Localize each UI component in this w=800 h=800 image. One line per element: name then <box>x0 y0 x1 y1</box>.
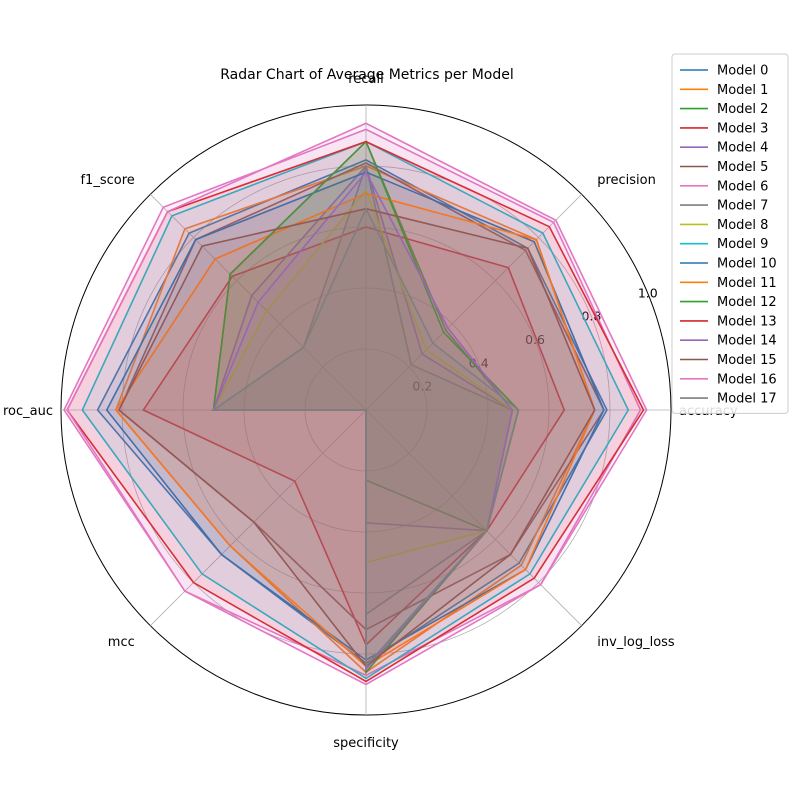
legend-label: Model 9 <box>717 237 768 252</box>
radial-tick-label: 0.6 <box>525 332 545 347</box>
series-area <box>213 190 513 563</box>
axis-labels: accuracyprecisionrecallf1_scoreroc_aucmc… <box>3 72 738 751</box>
series-line <box>142 226 566 647</box>
legend-label: Model 2 <box>717 102 768 117</box>
series-area <box>67 123 647 685</box>
legend-label: Model 13 <box>717 314 777 329</box>
legend-label: Model 17 <box>717 392 777 407</box>
radial-tick-label: 1.0 <box>638 285 658 300</box>
legend-label: Model 7 <box>717 199 768 214</box>
legend-item: Model 11 <box>680 276 777 291</box>
series-line <box>114 192 596 668</box>
radial-tick-label: 0.4 <box>469 355 489 370</box>
legend-item: Model 3 <box>680 121 768 136</box>
legend-label: Model 6 <box>717 179 768 194</box>
legend-item: Model 4 <box>680 141 768 156</box>
legend-item: Model 13 <box>680 314 777 329</box>
legend-item: Model 12 <box>680 295 777 310</box>
series-line <box>66 122 648 686</box>
legend-frame <box>671 53 789 414</box>
legend-item: Model 9 <box>680 237 768 252</box>
axis-label-precision: precision <box>597 173 656 188</box>
axis-label-mcc: mcc <box>108 635 135 650</box>
legend-label: Model 3 <box>717 121 768 136</box>
legend-item: Model 15 <box>680 353 777 368</box>
legend-label: Model 1 <box>717 83 768 98</box>
spoke-line <box>365 409 582 626</box>
legend-label: Model 4 <box>717 141 768 156</box>
legend-item: Model 2 <box>680 102 768 117</box>
legend-item: Model 14 <box>680 334 777 349</box>
legend-label: Model 14 <box>717 334 777 349</box>
legend-label: Model 16 <box>717 372 777 387</box>
series-area <box>115 193 595 667</box>
axis-label-recall: recall <box>348 72 383 87</box>
legend-label: Model 0 <box>717 64 768 79</box>
spoke-line <box>150 409 367 626</box>
series-line <box>96 159 608 665</box>
legend-item: Model 0 <box>680 64 768 79</box>
series-model-15 <box>117 207 596 668</box>
series-area <box>213 141 519 673</box>
legend-label: Model 11 <box>717 276 777 291</box>
legend-item: Model 1 <box>680 83 768 98</box>
series-model-3 <box>142 226 566 647</box>
legend-label: Model 10 <box>717 257 777 272</box>
series-area <box>213 172 513 670</box>
series-area <box>213 166 513 615</box>
series-area <box>143 227 565 645</box>
series-area <box>118 208 595 667</box>
axis-label-f1-score: f1_score <box>80 173 134 188</box>
axis-label-specificity: specificity <box>333 736 399 751</box>
series-area <box>213 141 513 531</box>
legend: Model 0 Model 1 Model 2 Model 3 Model 4 Model… <box>671 53 789 414</box>
legend-item: Model 6 <box>680 179 768 194</box>
series-layer <box>63 122 648 686</box>
series-area <box>67 141 644 682</box>
series-line <box>63 128 642 677</box>
legend-label: Model 8 <box>717 218 768 233</box>
legend-item: Model 7 <box>680 199 768 214</box>
radial-tick-label: 0.2 <box>412 379 432 394</box>
legend-item: Model 17 <box>680 392 777 407</box>
chart-title: Radar Chart of Average Metrics per Model <box>220 67 514 83</box>
legend-label: Model 5 <box>717 160 768 175</box>
series-area <box>213 166 513 531</box>
legend-item: Model 16 <box>680 372 777 387</box>
series-line <box>210 206 520 669</box>
series-line <box>105 171 605 662</box>
legend-item: Model 10 <box>680 257 777 272</box>
series-line <box>117 207 596 668</box>
legend-label: Model 12 <box>717 295 777 310</box>
axis-label-inv-log-loss: inv_log_loss <box>597 635 675 650</box>
series-model-16 <box>66 122 648 686</box>
legend-item: Model 8 <box>680 218 768 233</box>
series-model-17 <box>210 206 520 669</box>
series-area <box>118 162 604 630</box>
spoke-line <box>365 194 582 411</box>
series-line <box>81 140 630 680</box>
series-model-11 <box>114 192 596 668</box>
axis-label-roc-auc: roc_auc <box>3 404 53 419</box>
legend-label: Model 15 <box>717 353 777 368</box>
legend-item: Model 5 <box>680 160 768 175</box>
